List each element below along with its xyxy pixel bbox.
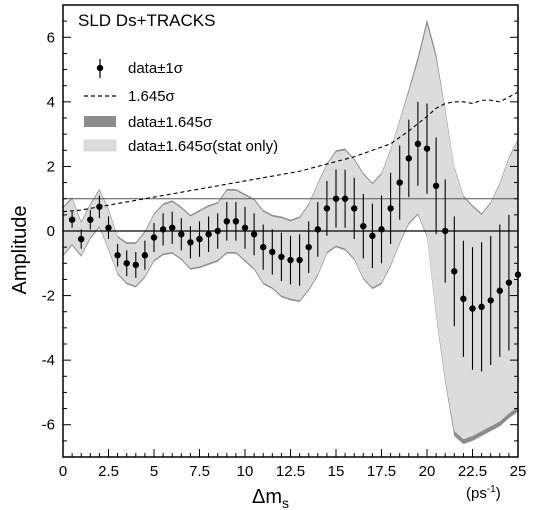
data-point xyxy=(460,295,467,302)
data-point xyxy=(487,297,494,304)
data-points xyxy=(68,140,522,312)
x-tick-label: 25 xyxy=(510,463,527,480)
data-point xyxy=(241,224,249,231)
data-point xyxy=(214,227,221,235)
y-tick-labels: -6 -4 -2 0 2 4 6 xyxy=(42,29,55,433)
data-point xyxy=(369,232,376,240)
data-point xyxy=(169,224,176,231)
legend-data-symbol xyxy=(96,59,104,78)
chart-title: SLD Ds+TRACKS xyxy=(78,11,215,30)
data-point xyxy=(423,145,431,152)
data-point xyxy=(305,243,312,251)
data-point xyxy=(414,140,422,148)
x-axis-title-main: Δm xyxy=(252,486,282,508)
data-point xyxy=(287,256,294,264)
data-point xyxy=(260,243,267,251)
x-tick-label: 15 xyxy=(328,463,345,480)
y-tick-label: 0 xyxy=(47,223,55,240)
data-point xyxy=(496,287,503,294)
data-point xyxy=(187,239,194,246)
data-point xyxy=(178,231,185,238)
x-axis-title: Δms xyxy=(252,486,289,510)
data-point xyxy=(132,261,139,269)
data-point xyxy=(123,260,130,267)
data-point xyxy=(451,268,458,275)
sigma-1645-line xyxy=(62,91,519,213)
x-tick-label: 10 xyxy=(237,463,254,480)
y-tick-label: 2 xyxy=(47,158,55,175)
data-point xyxy=(78,235,85,243)
data-point xyxy=(278,253,285,261)
x-tick-label: 22.5 xyxy=(458,463,487,480)
x-tick-label: 12.5 xyxy=(276,463,305,480)
legend-band-symbol xyxy=(84,116,116,127)
data-point xyxy=(442,227,449,235)
sigma-line-group xyxy=(62,91,519,213)
data-point xyxy=(205,231,212,238)
data-point xyxy=(469,305,476,312)
y-tick-label: 6 xyxy=(47,29,55,46)
x-axis-unit-close: ) xyxy=(496,485,501,502)
data-point xyxy=(405,155,412,162)
legend-label-sigma: 1.645σ xyxy=(128,88,176,105)
legend-label-data: data±1σ xyxy=(128,60,184,77)
data-point xyxy=(341,195,349,202)
y-axis-title: Amplitude xyxy=(9,206,31,295)
data-point xyxy=(141,252,149,259)
data-point xyxy=(105,224,112,231)
data-point xyxy=(196,235,203,243)
band-inner xyxy=(63,24,518,440)
x-axis-title-sub: s xyxy=(282,495,289,510)
data-point xyxy=(332,195,340,202)
x-tick-label: 0 xyxy=(59,463,67,480)
data-point xyxy=(269,248,276,256)
y-tick-label: -6 xyxy=(42,417,55,434)
data-point xyxy=(378,226,385,233)
y-tick-label: -2 xyxy=(42,288,55,305)
data-point xyxy=(223,218,230,225)
data-point xyxy=(360,222,367,230)
y-axis-ticks xyxy=(63,4,518,458)
x-tick-label: 5 xyxy=(150,463,158,480)
x-tick-label: 7.5 xyxy=(189,463,210,480)
y-tick-label: -4 xyxy=(42,352,55,369)
data-point xyxy=(396,179,403,186)
data-point xyxy=(351,205,358,212)
x-tick-label: 20 xyxy=(419,463,436,480)
data-point xyxy=(387,205,394,212)
legend-label-stat: data±1.645σ(stat only) xyxy=(128,138,278,155)
legend: data±1σ 1.645σ data±1.645σ data±1.645σ(s… xyxy=(83,59,278,155)
x-axis-unit: (ps-1) xyxy=(466,484,501,502)
data-point xyxy=(114,252,121,259)
x-tick-labels: 0 2.5 5 7.5 10 12.5 15 17.5 20 22.5 25 xyxy=(59,463,527,480)
data-point xyxy=(159,226,167,233)
data-point xyxy=(478,303,485,311)
data-point xyxy=(250,231,258,238)
band-1645-sigma-stat-only xyxy=(63,24,518,440)
data-point xyxy=(96,203,103,210)
data-point xyxy=(296,256,303,264)
legend-stat-symbol xyxy=(83,139,117,152)
data-point xyxy=(314,226,321,233)
x-tick-label: 17.5 xyxy=(367,463,396,480)
x-axis-unit-sup: -1 xyxy=(487,484,496,495)
data-point xyxy=(505,279,513,286)
legend-label-band: data±1.645σ xyxy=(128,114,213,131)
data-point xyxy=(232,218,240,225)
data-point xyxy=(323,205,331,212)
x-axis-unit-open: (ps xyxy=(466,485,487,502)
data-point xyxy=(87,216,94,223)
y-tick-label: 4 xyxy=(47,94,55,111)
data-point xyxy=(150,234,158,241)
data-point xyxy=(432,182,440,189)
x-tick-label: 2.5 xyxy=(98,463,119,480)
data-point xyxy=(68,216,76,223)
x-axis-ticks xyxy=(62,449,519,457)
